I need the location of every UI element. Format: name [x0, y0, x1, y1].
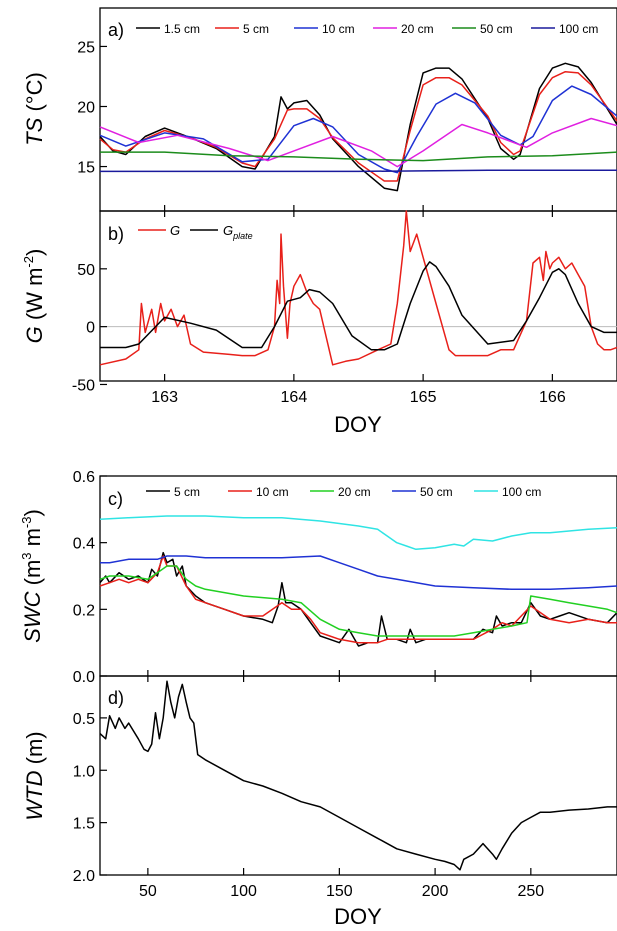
panel-d-label: d) [108, 688, 124, 708]
legend-label: 10 cm [256, 485, 289, 499]
y-tick-label: 15 [77, 160, 95, 177]
panel-b-label: b) [108, 224, 124, 244]
y-tick-label: 2.0 [73, 868, 95, 885]
y-tick-label: 25 [77, 39, 95, 56]
panel-b-series [99, 210, 617, 366]
series-line-10-cm [99, 555, 617, 644]
panel-d-frame [99, 675, 617, 876]
panel-c-swc: c) 0.0 0.2 0.4 0.6 5 cm 10 cm 20 cm 50 cm 100 c… [19, 469, 617, 686]
legend-label: 1.5 cm [164, 22, 200, 36]
panel-b-legend: G Gplate [138, 223, 253, 241]
panel-b-x-label: DOY [334, 412, 382, 437]
panel-c-legend: 5 cm 10 cm 20 cm 50 cm 100 cm [146, 485, 541, 499]
panel-d-series [99, 680, 617, 871]
series-line-20-cm [99, 117, 617, 168]
legend-label: 50 cm [480, 22, 513, 36]
series-line-50-cm [100, 555, 617, 591]
panel-b-frame [99, 210, 617, 382]
panel-a-series [99, 62, 617, 192]
panel-a-y-axis: 15 20 25 [77, 39, 107, 177]
panel-c-y-axis: 0.0 0.2 0.4 0.6 [73, 469, 107, 686]
series-line-20-cm [99, 565, 617, 637]
legend-label: 5 cm [243, 22, 269, 36]
panel-d-wtd: d) 0.5 1.0 1.5 2.0 50 100 150 200 250 WTD (m) D… [22, 675, 617, 929]
y-tick-label: 0.4 [73, 536, 95, 553]
x-tick-label: 164 [281, 389, 308, 406]
panel-a-frame [99, 7, 617, 212]
y-tick-label: 1.5 [73, 816, 95, 833]
series-line-50-cm [100, 151, 617, 162]
y-tick-label: -50 [72, 377, 95, 394]
panel-d-x-label: DOY [334, 904, 382, 929]
series-line-5-cm [99, 551, 617, 647]
y-tick-label: 0 [86, 320, 95, 337]
legend-label: 50 cm [420, 485, 453, 499]
legend-label: 100 cm [502, 485, 541, 499]
legend-label: 20 cm [338, 485, 371, 499]
x-tick-label: 150 [326, 883, 353, 900]
panel-c-y-label: SWC (m3 m-3) [19, 509, 45, 643]
legend-label: 5 cm [174, 485, 200, 499]
legend-label: 20 cm [401, 22, 434, 36]
panel-b-y-axis: -50 0 50 [72, 262, 107, 394]
panel-d-y-label: WTD (m) [22, 731, 47, 820]
panel-b-g: b) -50 0 50 163 164 165 166 G Gplate G (W m-2… [21, 210, 617, 437]
y-tick-label: 0.5 [73, 711, 95, 728]
x-tick-label: 163 [151, 389, 178, 406]
y-tick-label: 20 [77, 99, 95, 116]
series-line-wtd [99, 680, 617, 871]
x-tick-label: 166 [539, 389, 566, 406]
panel-a-y-label: TS (°C) [22, 72, 47, 146]
y-tick-label: 0.6 [73, 469, 95, 486]
legend-label-g: G [170, 223, 180, 238]
x-tick-label: 165 [410, 389, 437, 406]
x-tick-label: 250 [517, 883, 544, 900]
series-line-10-cm [99, 85, 617, 174]
legend-label: 100 cm [559, 22, 598, 36]
series-line-100-cm [99, 515, 617, 551]
y-tick-label: 0.2 [73, 602, 95, 619]
series-line-gplate [100, 261, 617, 351]
y-tick-label: 50 [77, 262, 95, 279]
y-tick-label: 1.0 [73, 763, 95, 780]
series-line-100-cm [100, 169, 617, 173]
panel-d-y-axis: 0.5 1.0 1.5 2.0 [73, 711, 107, 885]
panel-a-legend: 1.5 cm 5 cm 10 cm 20 cm 50 cm 100 cm [136, 22, 598, 36]
panel-b-y-label: G (W m-2) [21, 249, 47, 344]
y-tick-label: 0.0 [73, 669, 95, 686]
x-tick-label: 200 [422, 883, 449, 900]
series-line-g [99, 210, 617, 366]
x-tick-label: 100 [230, 883, 257, 900]
panel-c-label: c) [108, 489, 123, 509]
legend-label: 10 cm [322, 22, 355, 36]
panel-b-x-axis: 163 164 165 166 [151, 374, 566, 406]
panel-a-ts: a) 15 20 25 1.5 cm 5 cm 10 cm 20 cm 50 cm 100 c… [22, 7, 617, 217]
panel-c-series [99, 515, 617, 647]
legend-label-gplate: Gplate [223, 223, 253, 241]
panel-d-x-axis: 50 100 150 200 250 [139, 868, 544, 900]
panel-a-label: a) [108, 20, 124, 40]
x-tick-label: 50 [139, 883, 157, 900]
